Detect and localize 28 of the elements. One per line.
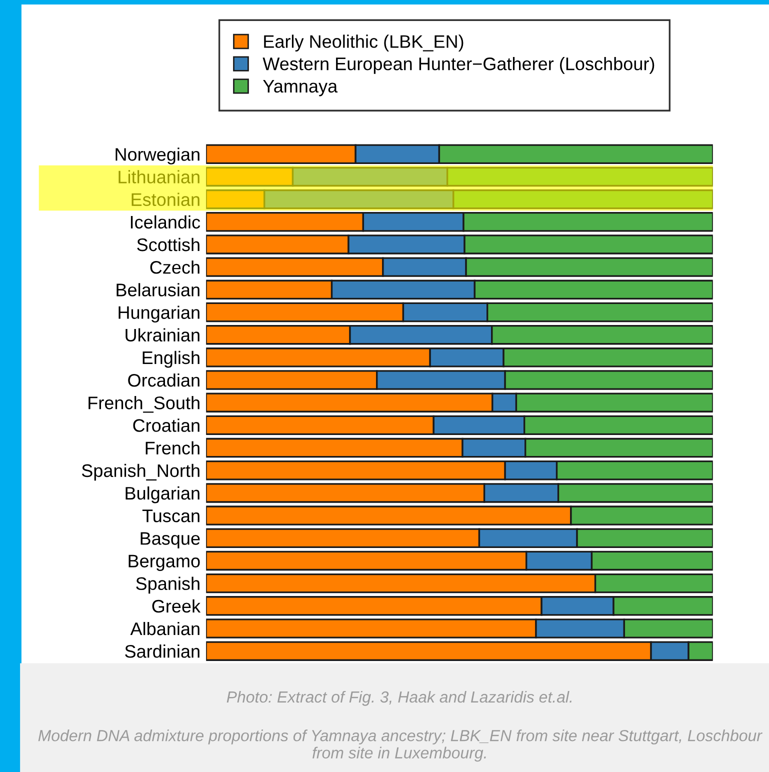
- y-tick-label: Belarusian: [116, 283, 200, 296]
- text: Photo: Extract of Fig. 3, Haak and Lazaridis et.al.: [226, 690, 572, 706]
- y-tick-label: Basque: [140, 532, 200, 548]
- y-tick-label: Norwegian: [116, 148, 200, 164]
- y-tick-label: Scottish: [137, 238, 200, 252]
- y-tick-label: Lithuanian: [118, 170, 200, 184]
- y-tick-label: Bergamo: [128, 554, 200, 572]
- y-tick-label: Albanian: [130, 622, 200, 636]
- y-tick-label: French_South: [88, 396, 200, 413]
- legend-label: Western European Hunter−Gatherer (Loschbour): [262, 57, 654, 74]
- y-tick-label: Estonian: [132, 192, 200, 206]
- y-tick-label: French: [146, 441, 200, 454]
- y-tick-label: Greek: [152, 599, 201, 613]
- y-tick-label: Ukrainian: [126, 328, 200, 342]
- y-tick-label: Orcadian: [128, 373, 200, 387]
- y-tick-label: Croatian: [133, 418, 200, 432]
- text: Modern DNA admixture proportions of Yamnaya ancestry; LBK_EN from site near Stuttgart, Loschbour from site in Luxembourg.: [38, 730, 763, 762]
- y-tick-label: Czech: [150, 260, 200, 274]
- y-tick-label: Sardinian: [125, 644, 200, 658]
- y-tick-label: Icelandic: [130, 215, 200, 229]
- legend-label: Yamnaya: [263, 80, 338, 96]
- y-tick-label: Bulgarian: [126, 486, 200, 504]
- y-tick-label: Hungarian: [118, 306, 200, 323]
- y-tick-label: Tuscan: [142, 510, 200, 522]
- legend-label: Early Neolithic (LBK_EN): [264, 34, 464, 52]
- y-tick-label: Spanish: [136, 576, 200, 594]
- y-tick-label: English: [142, 350, 200, 368]
- y-tick-label: Spanish_North: [82, 464, 200, 481]
